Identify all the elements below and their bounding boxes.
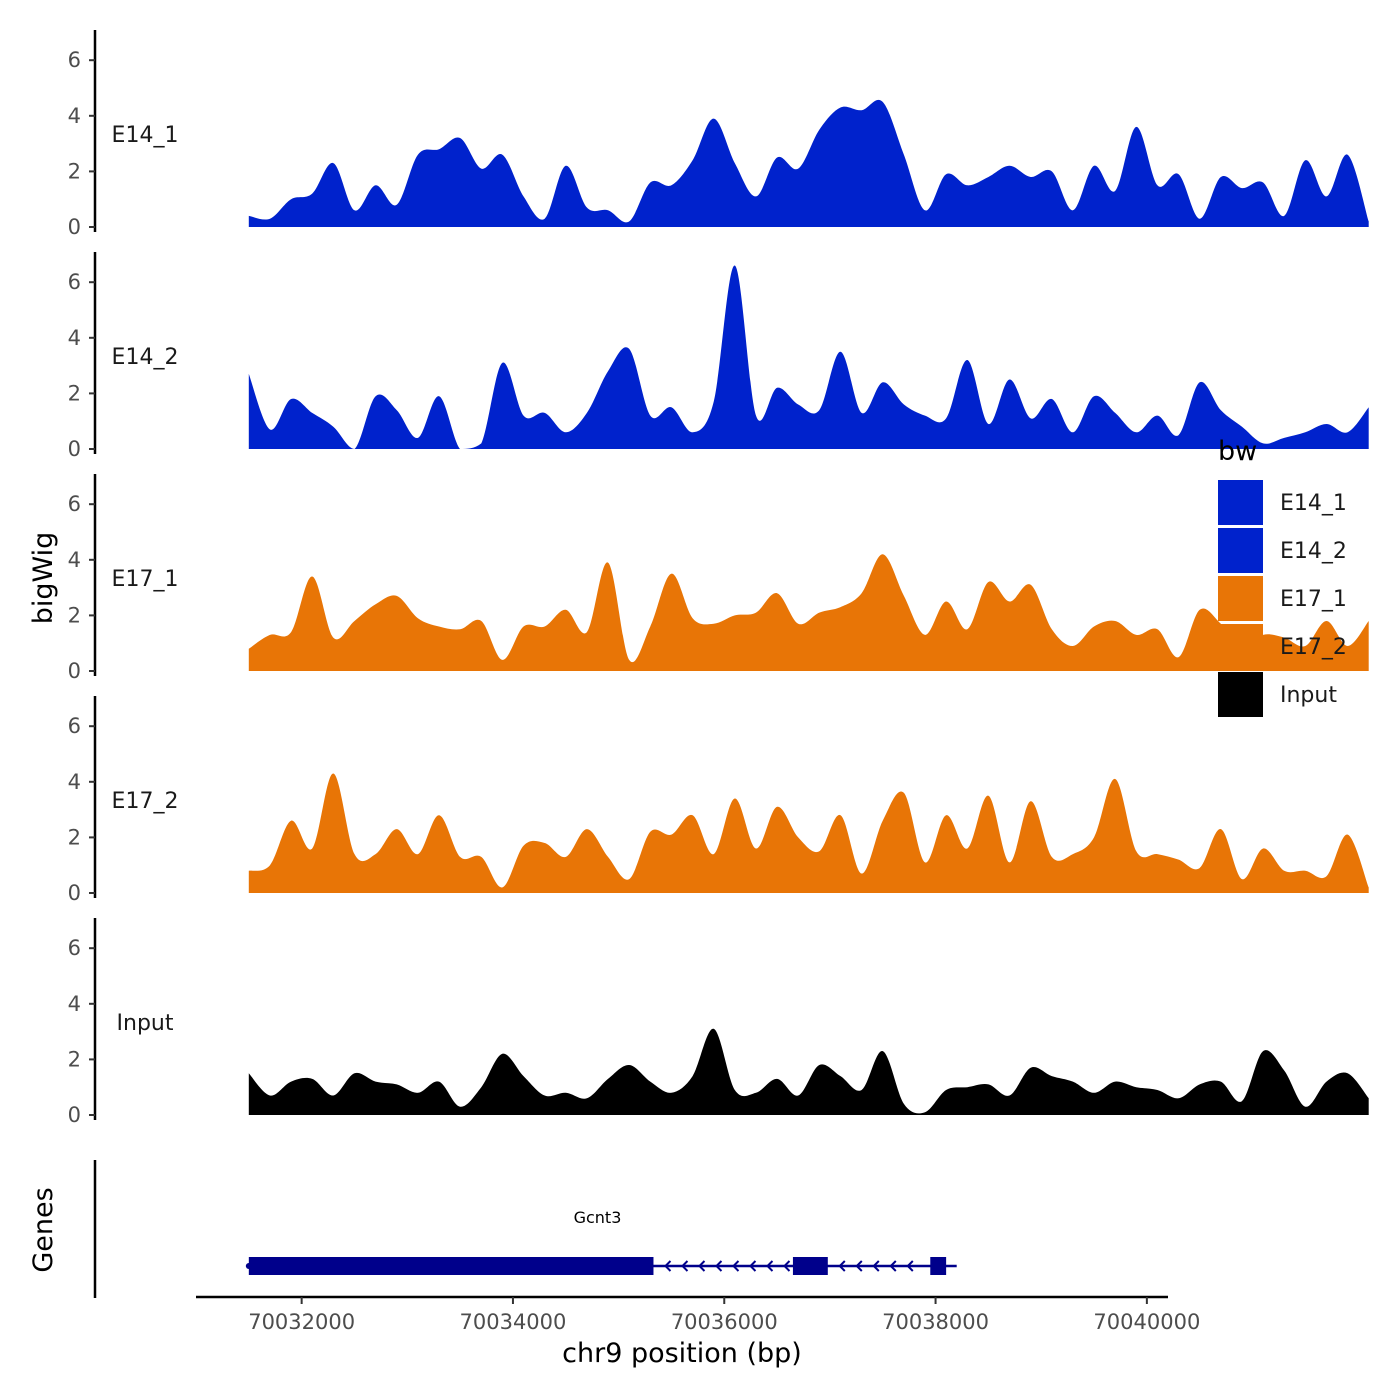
y-tick-label: 0 — [68, 881, 81, 905]
y-tick-label: 4 — [68, 326, 81, 350]
y-tick-label: 2 — [68, 159, 81, 183]
area-E17_2 — [248, 773, 1369, 893]
legend-label-Input: Input — [1280, 683, 1337, 708]
y-tick-label: 2 — [68, 1047, 81, 1071]
x-tick-label: 70034000 — [460, 1310, 567, 1334]
strand-arrow — [715, 1260, 723, 1272]
area-Input — [248, 1028, 1369, 1115]
track-E17_1: 0 2 4 6 E17_1 — [68, 474, 1369, 683]
gene-label: Gcnt3 — [574, 1208, 622, 1227]
area-E14_1 — [248, 99, 1369, 227]
x-axis-title: chr9 position (bp) — [562, 1338, 802, 1369]
y-tick-label: 6 — [68, 270, 81, 294]
legend-key-E14_2 — [1218, 528, 1263, 573]
strand-arrow — [838, 1260, 846, 1272]
gene-Gcnt3: Gcnt3 — [245, 1208, 957, 1275]
track-E17_2: 0 2 4 6 E17_2 — [68, 696, 1369, 905]
legend: bw E14_1 E14_2 E17_1 E17_2 Input — [1218, 436, 1347, 717]
track-label-E17_2: E17_2 — [112, 789, 179, 814]
legend-title: bw — [1218, 436, 1257, 467]
legend-label-E17_1: E17_1 — [1280, 587, 1347, 612]
track-E14_2: 0 2 4 6 E14_2 — [68, 252, 1369, 461]
strand-arrow — [783, 1260, 791, 1272]
y-tick-label: 6 — [68, 936, 81, 960]
y-tick-label: 4 — [68, 770, 81, 794]
strand-arrow — [664, 1260, 672, 1272]
track-label-Input: Input — [117, 1011, 174, 1036]
y-tick-label: 6 — [68, 492, 81, 516]
y-tick-label: 0 — [68, 437, 81, 461]
y-tick-label: 0 — [68, 215, 81, 239]
legend-key-E17_2 — [1218, 624, 1263, 669]
gene-exon — [930, 1257, 947, 1275]
y-axis-title: bigWig — [28, 532, 59, 625]
x-tick-label: 70038000 — [882, 1310, 989, 1334]
tracks-group: 0 2 4 6 E14_1 0 2 4 6 E14_2 0 2 4 6 E17_1 0 2 4 6 E17_2 0 2 4 6… — [68, 30, 1369, 1127]
x-tick-label: 70032000 — [248, 1310, 355, 1334]
legend-key-E14_1 — [1218, 480, 1263, 525]
y-tick-label: 0 — [68, 1103, 81, 1127]
track-Input: 0 2 4 6 Input — [68, 918, 1369, 1127]
track-label-E17_1: E17_1 — [112, 567, 179, 592]
y-tick-label: 2 — [68, 825, 81, 849]
y-tick-label: 2 — [68, 381, 81, 405]
strand-arrow — [766, 1260, 774, 1272]
y-tick-label: 0 — [68, 659, 81, 683]
strand-arrow — [906, 1260, 914, 1272]
x-tick-label: 70036000 — [671, 1310, 778, 1334]
x-tick-label: 70040000 — [1093, 1310, 1200, 1334]
strand-arrow — [698, 1260, 706, 1272]
strand-arrow — [749, 1260, 757, 1272]
gene-exon — [792, 1257, 828, 1275]
y-tick-label: 2 — [68, 603, 81, 627]
genes-axis-title: Genes — [28, 1187, 59, 1272]
area-E14_2 — [248, 265, 1369, 449]
gene-start-cap — [245, 1263, 252, 1269]
legend-key-Input — [1218, 672, 1263, 717]
legend-label-E14_2: E14_2 — [1280, 539, 1347, 564]
legend-label-E14_1: E14_1 — [1280, 491, 1347, 516]
y-tick-label: 6 — [68, 48, 81, 72]
strand-arrow — [681, 1260, 689, 1272]
gene-exon — [248, 1257, 654, 1275]
y-tick-label: 4 — [68, 992, 81, 1016]
legend-key-E17_1 — [1218, 576, 1263, 621]
strand-arrow — [855, 1260, 863, 1272]
legend-label-E17_2: E17_2 — [1280, 635, 1347, 660]
gene-track: Gcnt3 — [93, 1160, 957, 1298]
y-tick-label: 4 — [68, 548, 81, 572]
track-label-E14_2: E14_2 — [112, 345, 179, 370]
track-E14_1: 0 2 4 6 E14_1 — [68, 30, 1369, 239]
track-label-E14_1: E14_1 — [112, 123, 179, 148]
strand-arrow — [732, 1260, 740, 1272]
strand-arrow — [889, 1260, 897, 1272]
y-tick-label: 4 — [68, 104, 81, 128]
x-axis: 70032000 70034000 70036000 70038000 70040000 — [196, 1295, 1200, 1334]
y-tick-label: 6 — [68, 714, 81, 738]
area-E17_1 — [248, 554, 1369, 671]
strand-arrow — [872, 1260, 880, 1272]
